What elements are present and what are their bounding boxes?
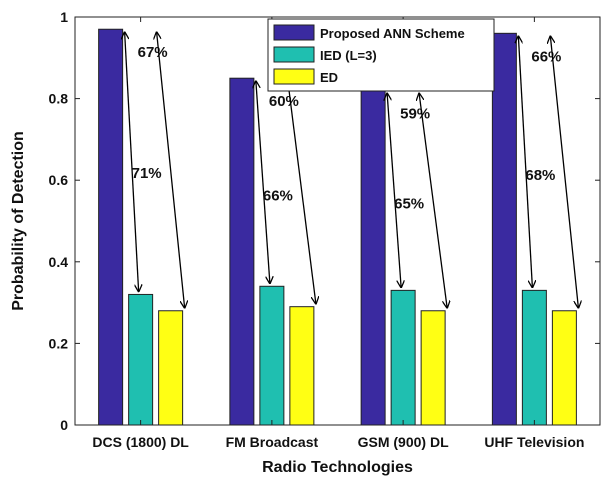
bar xyxy=(491,32,517,426)
x-tick-label: GSM (900) DL xyxy=(358,434,449,450)
diff-label: 59% xyxy=(400,105,430,122)
y-tick-label: 1 xyxy=(60,9,68,25)
diff-label: 71% xyxy=(132,165,162,182)
diff-arrow xyxy=(387,93,401,287)
legend-entry: ED xyxy=(320,70,338,85)
bar xyxy=(229,77,255,426)
legend-entry: Proposed ANN Scheme xyxy=(320,26,465,41)
arrows-layer: 67% 71% 60% 66% 59% 65% 66% 68% xyxy=(125,32,579,308)
bar xyxy=(360,89,386,426)
bar xyxy=(158,310,184,426)
x-tick-label: UHF Television xyxy=(484,434,584,450)
bar xyxy=(98,28,124,426)
y-tick-label: 0.2 xyxy=(49,335,69,351)
diff-arrow xyxy=(256,81,270,283)
y-tick-label: 0.6 xyxy=(49,172,69,188)
diff-label: 60% xyxy=(269,93,299,110)
diff-arrow xyxy=(157,32,185,308)
y-axis-title: Probability of Detection xyxy=(10,131,27,311)
x-tick-label: FM Broadcast xyxy=(226,434,319,450)
legend-swatch xyxy=(273,68,315,85)
diff-label: 65% xyxy=(394,196,424,213)
bar xyxy=(128,293,154,426)
y-tick-label: 0.8 xyxy=(49,91,69,107)
bar xyxy=(551,310,577,426)
bar xyxy=(521,289,547,426)
bar xyxy=(259,285,285,426)
diff-arrow xyxy=(125,32,139,291)
bar xyxy=(390,289,416,426)
diff-label: 66% xyxy=(263,187,293,204)
y-tick-label: 0.4 xyxy=(49,254,69,270)
bar xyxy=(420,310,446,426)
diff-arrow xyxy=(518,36,532,287)
legend: Proposed ANN Scheme IED (L=3) ED xyxy=(267,18,495,92)
x-tick-label: DCS (1800) DL xyxy=(92,434,189,450)
diff-label: 68% xyxy=(525,167,555,184)
legend-entry: IED (L=3) xyxy=(320,48,377,63)
y-axis: 0 0.2 0.4 0.6 0.8 1 xyxy=(49,9,600,433)
x-axis: DCS (1800) DL FM Broadcast GSM (900) DL UHF… xyxy=(92,17,584,450)
diff-label: 67% xyxy=(138,44,168,61)
diff-label: 66% xyxy=(531,48,561,65)
diff-arrow xyxy=(419,93,447,307)
diff-arrow xyxy=(288,81,316,303)
x-axis-title: Radio Technologies xyxy=(262,459,413,476)
y-tick-label: 0 xyxy=(60,417,68,433)
legend-swatch xyxy=(273,24,315,41)
diff-arrow xyxy=(550,36,578,307)
legend-swatch xyxy=(273,46,315,63)
plot-frame xyxy=(74,16,601,426)
bar xyxy=(289,306,315,426)
